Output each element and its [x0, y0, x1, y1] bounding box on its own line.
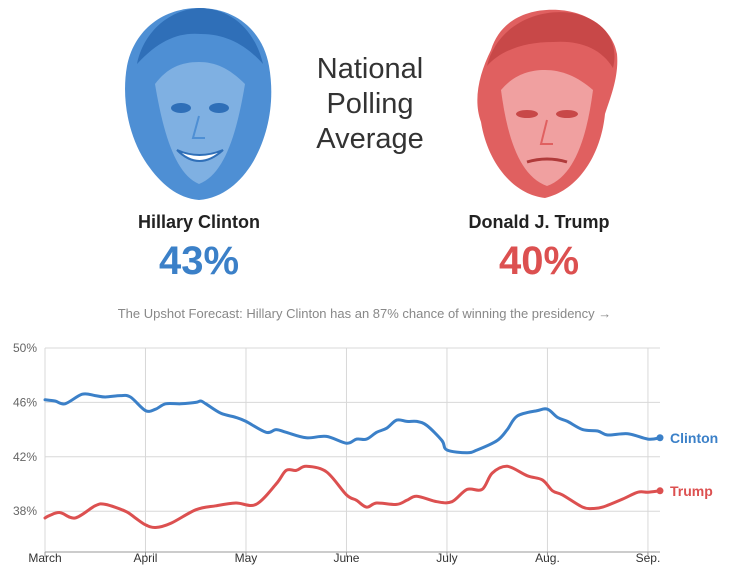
trump-series-label: Trump: [670, 483, 713, 499]
trump-end-point: [656, 487, 664, 495]
y-tick-label: 46%: [13, 395, 37, 409]
trump-percent: 40%: [498, 239, 580, 283]
x-tick-label: June: [333, 551, 359, 565]
title-line-1: National: [316, 53, 424, 85]
trump-face-icon: [477, 9, 618, 198]
y-tick-label: 42%: [13, 450, 37, 464]
clinton-percent: 43%: [158, 239, 240, 283]
clinton-series-label: Clinton: [670, 430, 718, 446]
x-tick-label: July: [436, 551, 457, 565]
y-tick-label: 38%: [13, 504, 37, 518]
trump-series-line: [43, 464, 662, 530]
x-tick-label: Aug.: [535, 551, 560, 565]
trump-name: Donald J. Trump: [468, 212, 610, 232]
title-line-2: Polling: [326, 88, 414, 120]
clinton-face-icon: [125, 8, 272, 200]
forecast-link[interactable]: The Upshot Forecast: Hillary Clinton has…: [117, 306, 612, 321]
clinton-end-point: [656, 434, 664, 442]
x-tick-label: April: [133, 551, 157, 565]
x-tick-label: March: [28, 551, 61, 565]
clinton-name: Hillary Clinton: [137, 212, 260, 232]
page-title: National Polling Average: [285, 52, 455, 157]
clinton-series-line: [43, 392, 662, 455]
x-tick-label: May: [235, 551, 258, 565]
y-tick-label: 50%: [13, 341, 37, 355]
title-line-3: Average: [316, 123, 424, 155]
x-tick-label: Sep.: [636, 551, 661, 565]
polling-line-chart: 50% 46% 42% 38% March April May June July Aug. Sep…: [13, 341, 718, 565]
